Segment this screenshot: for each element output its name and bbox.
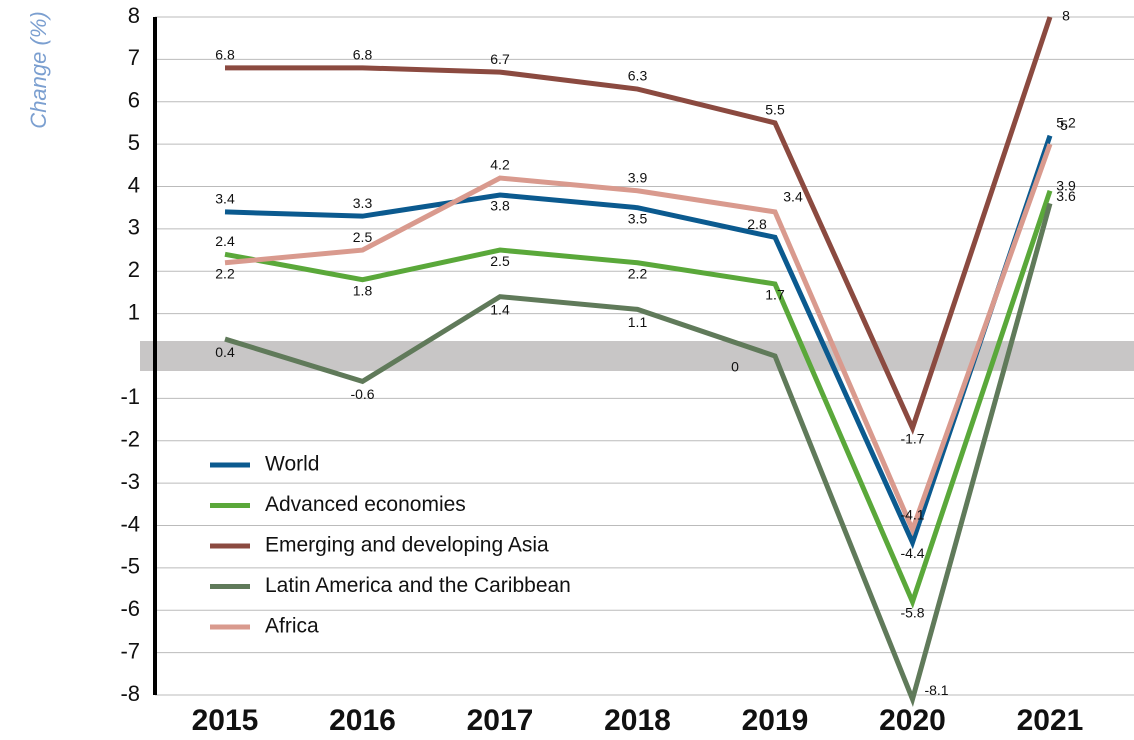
series-line — [224, 202, 1053, 708]
x-tick-label: 2015 — [192, 704, 259, 737]
data-label: 6.8 — [353, 47, 373, 63]
y-tick-label: 3 — [128, 215, 140, 240]
legend-label: Latin America and the Caribbean — [265, 574, 571, 597]
data-label: 1.4 — [490, 301, 510, 317]
x-tick-label: 2016 — [329, 704, 396, 737]
y-tick-label: -1 — [120, 384, 140, 409]
data-label: -0.6 — [350, 386, 374, 402]
series-line — [224, 189, 1053, 609]
data-label: 5 — [1060, 117, 1068, 133]
y-tick-label: 4 — [128, 172, 140, 197]
data-label: 0.4 — [215, 344, 235, 360]
y-tick-label: -8 — [120, 681, 140, 706]
data-label: 3.5 — [628, 210, 648, 226]
data-label: -1.7 — [900, 431, 924, 447]
y-tick-label: 5 — [128, 130, 140, 155]
data-label: 1.8 — [353, 282, 373, 298]
legend-label: World — [265, 453, 319, 476]
y-tick-label: 7 — [128, 45, 140, 70]
data-label: 3.3 — [353, 195, 373, 211]
series-line — [225, 16, 1053, 435]
series-line — [224, 134, 1053, 550]
data-label: -8.1 — [924, 682, 948, 698]
x-tick-label: 2017 — [467, 704, 534, 737]
y-tick-label: 8 — [128, 3, 140, 28]
y-tick-label: -5 — [120, 554, 140, 579]
data-label: 3.4 — [783, 189, 803, 205]
y-tick-label: -6 — [120, 596, 140, 621]
y-tick-label: 6 — [128, 88, 140, 113]
y-axis-label: Change (%) — [26, 11, 51, 128]
x-tick-label: 2021 — [1017, 704, 1084, 737]
data-label: 3.6 — [1056, 188, 1076, 204]
data-label: 6.8 — [215, 47, 235, 63]
data-label: 3.9 — [1056, 177, 1076, 193]
zero-band — [140, 341, 1134, 371]
data-label: 3.8 — [490, 198, 510, 214]
y-tick-label: -2 — [120, 427, 140, 452]
x-tick-label: 2018 — [604, 704, 671, 737]
y-tick-label: -3 — [120, 469, 140, 494]
data-label: 2.2 — [215, 265, 235, 281]
y-tick-label: 2 — [128, 257, 140, 282]
data-label: 2.5 — [490, 253, 510, 269]
data-label: 8 — [1062, 8, 1070, 24]
data-label: -5.8 — [900, 604, 924, 620]
data-label: 2.5 — [353, 229, 373, 245]
data-label: 3.4 — [215, 191, 235, 207]
data-label: 2.2 — [628, 265, 648, 281]
data-label: -4.4 — [900, 545, 924, 561]
data-label: 2.8 — [747, 216, 767, 232]
data-label: -4.1 — [900, 506, 924, 522]
data-label: 5.2 — [1056, 114, 1076, 130]
legend-label: Emerging and developing Asia — [265, 534, 549, 557]
data-label: 2.4 — [215, 233, 235, 249]
data-label: 6.3 — [628, 68, 648, 84]
legend-label: Africa — [265, 615, 319, 638]
data-label: 4.2 — [490, 157, 510, 173]
x-tick-label: 2020 — [879, 704, 946, 737]
data-label: 5.5 — [765, 102, 785, 118]
y-tick-label: -7 — [120, 638, 140, 663]
series-line — [224, 143, 1053, 537]
y-tick-label: 1 — [128, 299, 140, 324]
data-label: 0 — [731, 359, 739, 375]
data-label: 6.7 — [490, 51, 510, 67]
data-label: 1.1 — [628, 314, 648, 330]
y-tick-label: -4 — [120, 511, 140, 536]
data-label: 3.9 — [628, 169, 648, 185]
x-tick-label: 2019 — [742, 704, 809, 737]
legend-label: Advanced economies — [265, 493, 466, 516]
data-label: 1.7 — [765, 287, 785, 303]
